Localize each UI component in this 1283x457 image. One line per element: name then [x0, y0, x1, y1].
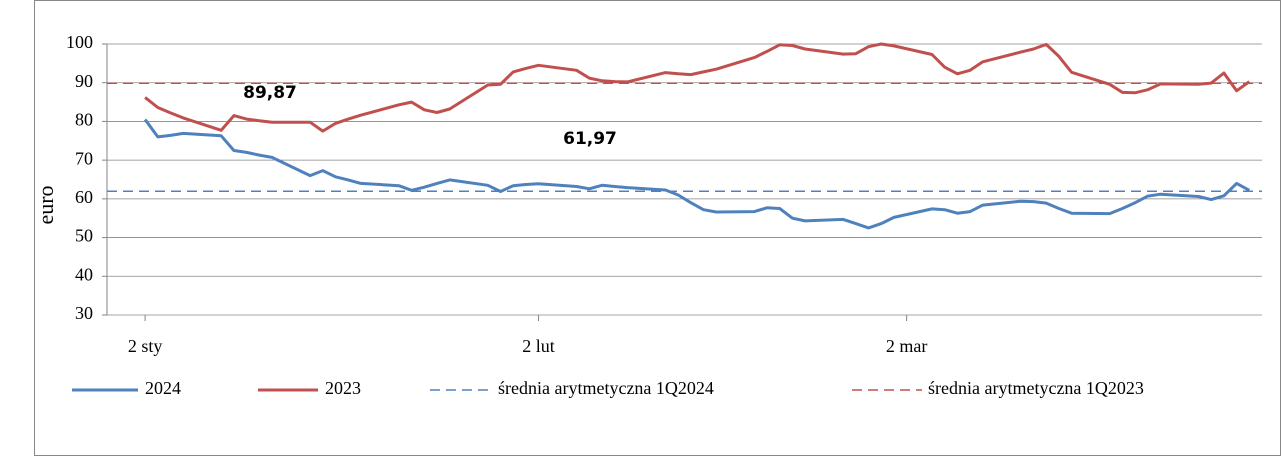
y-axis-label: euro — [33, 185, 58, 224]
mean-label: 61,97 — [563, 129, 617, 149]
chart-frame — [34, 0, 1281, 456]
x-tick-label: 2 lut — [522, 336, 555, 356]
y-tick-label: 30 — [75, 303, 93, 323]
y-tick-label: 70 — [75, 148, 93, 168]
legend-label: 2024 — [145, 378, 181, 398]
y-tick-label: 80 — [75, 110, 93, 130]
legend-label: średnia arytmetyczna 1Q2023 — [928, 378, 1144, 398]
series-line — [144, 42, 1251, 133]
x-tick-label: 2 sty — [128, 336, 163, 356]
y-tick-label: 60 — [75, 187, 93, 207]
legend-label: 2023 — [325, 378, 361, 398]
legend-label: średnia arytmetyczna 1Q2024 — [498, 378, 714, 398]
y-tick-label: 90 — [75, 71, 93, 91]
mean-label: 89,87 — [243, 83, 297, 103]
y-tick-label: 50 — [75, 226, 93, 246]
series-line — [143, 118, 1251, 230]
x-tick-label: 2 mar — [886, 336, 927, 356]
y-tick-label: 100 — [66, 32, 93, 52]
y-tick-label: 40 — [75, 264, 93, 284]
